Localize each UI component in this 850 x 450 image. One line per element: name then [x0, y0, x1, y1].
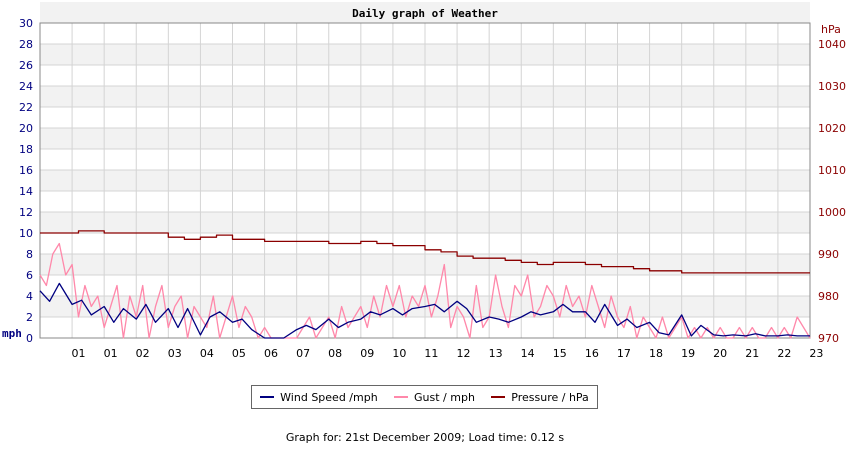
x-tick-label: 03 [168, 347, 182, 360]
y-right-tick-label: 990 [818, 248, 839, 261]
legend-item-pressure: Pressure / hPa [491, 391, 589, 404]
series-pressure-line [40, 230, 810, 274]
y-left-tick-label: 2 [26, 311, 33, 324]
x-tick-label: 21 [745, 347, 759, 360]
x-tick-label: 01 [104, 347, 118, 360]
chart-title: Daily graph of Weather [352, 7, 498, 20]
y-right-tick-label: 1030 [818, 80, 846, 93]
x-tick-label: 11 [424, 347, 438, 360]
y-left-tick-label: 8 [26, 248, 33, 261]
legend-swatch-pressure [491, 396, 506, 398]
y-left-tick-label: 6 [26, 269, 33, 282]
x-tick-label: 09 [360, 347, 374, 360]
y-left-tick-label: 10 [19, 227, 33, 240]
x-tick-label: 17 [617, 347, 631, 360]
x-tick-label: 05 [232, 347, 246, 360]
legend-label-wind: Wind Speed /mph [280, 390, 378, 404]
y-right-axis-label: hPa [821, 23, 841, 36]
series-gust-line [39, 242, 811, 339]
x-tick-label: 01 [72, 347, 86, 360]
x-tick-label: 08 [328, 347, 342, 360]
x-tick-label: 04 [200, 347, 214, 360]
y-left-tick-label: 20 [19, 122, 33, 135]
x-tick-label: 23 [809, 347, 823, 360]
y-left-tick-label: 24 [19, 80, 33, 93]
weather-chart: 0246810121416182022242628309709809901000… [2, 2, 846, 360]
y-right-tick-label: 1010 [818, 164, 846, 177]
y-right-tick-label: 980 [818, 290, 839, 303]
x-tick-label: 15 [553, 347, 567, 360]
x-tick-label: 20 [713, 347, 727, 360]
y-left-tick-label: 0 [26, 332, 33, 345]
legend-item-gust: Gust / mph [394, 391, 475, 404]
y-left-tick-label: 18 [19, 143, 33, 156]
x-tick-label: 16 [585, 347, 599, 360]
legend-swatch-gust [394, 396, 409, 398]
grid-band [40, 2, 810, 23]
axes-text: 0246810121416182022242628309709809901000… [2, 17, 846, 360]
y-right-tick-label: 1000 [818, 206, 846, 219]
y-left-tick-label: 28 [19, 38, 33, 51]
x-tick-label: 19 [681, 347, 695, 360]
x-tick-label: 14 [521, 347, 535, 360]
y-right-tick-label: 1040 [818, 38, 846, 51]
x-tick-label: 22 [777, 347, 791, 360]
x-tick-label: 07 [296, 347, 310, 360]
y-left-tick-label: 16 [19, 164, 33, 177]
y-left-tick-label: 14 [19, 185, 33, 198]
y-left-tick-label: 12 [19, 206, 33, 219]
footer-status: Graph for: 21st December 2009; Load time… [285, 431, 565, 444]
x-tick-label: 10 [392, 347, 406, 360]
series-wind-line [39, 282, 810, 339]
y-left-axis-label: mph [2, 327, 22, 340]
y-right-tick-label: 970 [818, 332, 839, 345]
chart-legend: Wind Speed /mph Gust / mph Pressure / hP… [251, 385, 598, 409]
y-right-tick-label: 1020 [818, 122, 846, 135]
x-tick-label: 06 [264, 347, 278, 360]
legend-label-pressure: Pressure / hPa [511, 390, 589, 404]
legend-swatch-wind [260, 396, 275, 398]
legend-label-gust: Gust / mph [414, 390, 475, 404]
y-left-tick-label: 30 [19, 17, 33, 30]
y-left-tick-label: 22 [19, 101, 33, 114]
x-tick-label: 12 [457, 347, 471, 360]
x-tick-label: 18 [649, 347, 663, 360]
legend-item-wind: Wind Speed /mph [260, 391, 378, 404]
y-left-tick-label: 26 [19, 59, 33, 72]
y-left-tick-label: 4 [26, 290, 33, 303]
series-layer [39, 230, 811, 339]
plot-frame [39, 22, 811, 339]
x-tick-label: 02 [136, 347, 150, 360]
x-tick-label: 13 [489, 347, 503, 360]
